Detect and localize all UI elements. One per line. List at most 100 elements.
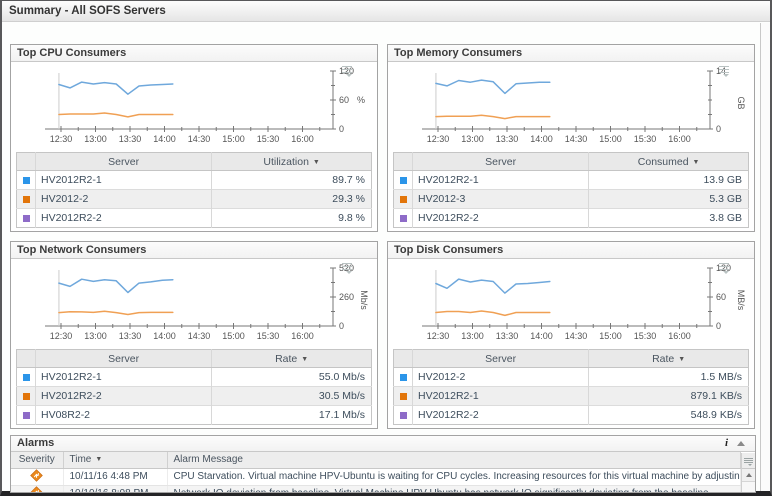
swatch-column-header [16,349,36,368]
memory-panel-title: Top Memory Consumers [388,45,754,62]
server-column-header[interactable]: Server [411,152,589,171]
server-column-header[interactable]: Server [34,349,212,368]
server-column-label: Server [108,155,140,168]
table-row[interactable]: HV2012R2-1 879.1 KB/s [393,386,749,406]
series-color-swatch [399,411,407,419]
message-column-header[interactable]: Alarm Message [167,452,741,469]
chart-options-icon[interactable] [718,262,730,274]
svg-text:0: 0 [339,124,344,134]
warning-severity-icon [30,485,44,492]
server-column-label: Server [485,155,517,168]
series-color-swatch [22,176,30,184]
svg-text:14:00: 14:00 [153,134,176,144]
table-row[interactable]: HV2012-3 5.3 GB [393,189,749,209]
metric-value: 9.8 % [211,208,372,228]
svg-text:13:30: 13:30 [119,134,142,144]
table-row[interactable]: HV2012R2-1 55.0 Mb/s [16,367,372,387]
warning-severity-icon [30,468,44,482]
menu-lines-icon [744,458,753,459]
svg-text:0: 0 [716,124,721,134]
table-row[interactable]: HV2012R2-2 3.8 GB [393,208,749,228]
utilization-column-label: Utilization [263,155,309,168]
series-color-swatch [399,373,407,381]
svg-text:60: 60 [339,95,349,105]
svg-text:13:00: 13:00 [461,134,484,144]
table-row[interactable]: HV2012R2-1 13.9 GB [393,170,749,190]
panel-top-network-consumers: Top Network Consumers 12:30 13:00 13:30 14:… [10,241,378,429]
alarm-time: 10/11/16 4:48 PM [63,468,168,486]
svg-text:14:00: 14:00 [530,331,553,341]
sort-desc-icon: ▼ [312,158,320,166]
server-column-label: Server [485,352,517,365]
server-column-header[interactable]: Server [34,152,212,171]
table-row[interactable]: HV2012R2-1 89.7 % [16,170,372,190]
table-row[interactable]: HV2012-2 29.3 % [16,189,372,209]
table-row[interactable]: HV08R2-2 17.1 Mb/s [16,405,372,425]
time-column-header[interactable]: Time ▼ [63,452,168,469]
table-row[interactable]: HV2012R2-2 9.8 % [16,208,372,228]
server-name: HV2012R2-1 [34,170,212,190]
alarm-row[interactable]: 10/11/16 4:48 PM CPU Starvation. Virtual… [11,468,741,486]
panel-top-disk-consumers: Top Disk Consumers 12:30 13:00 13:30 14:00 1… [387,241,755,429]
rate-column-header[interactable]: Rate ▼ [588,349,749,368]
server-column-label: Server [108,352,140,365]
rate-column-label: Rate [275,352,298,365]
metric-value: 1.5 MB/s [588,367,749,387]
table-row[interactable]: HV2012R2-2 30.5 Mb/s [16,386,372,406]
chart-options-icon[interactable] [341,65,353,77]
info-icon[interactable]: i [724,437,728,449]
sort-desc-icon: ▼ [301,355,309,363]
svg-text:13:30: 13:30 [496,134,519,144]
collapse-icon[interactable] [737,441,745,446]
svg-text:Mb/s: Mb/s [359,290,369,310]
disk-panel-title: Top Disk Consumers [388,242,754,259]
svg-text:14:30: 14:30 [188,331,211,341]
disk-consumers-table: Server Rate ▼ HV2012-2 1.5 MB/s HV2012R2-1… [393,349,749,425]
memory-usage-chart: 12:30 13:00 13:30 14:00 14:30 15:00 15:30 16:00… [388,62,754,150]
cpu-consumers-table: Server Utilization ▼ HV2012R2-1 89.7 % HV2… [16,152,372,228]
page-title: Summary - All SOFS Servers [2,1,770,22]
series-color-swatch [22,195,30,203]
table-row[interactable]: HV2012R2-2 548.9 KB/s [393,405,749,425]
alarm-time: 10/10/16 8:08 PM [63,485,168,492]
svg-text:260: 260 [339,292,354,302]
table-row[interactable]: HV2012-2 1.5 MB/s [393,367,749,387]
server-name: HV2012R2-2 [411,405,589,425]
alarms-scrollbar[interactable] [741,453,755,492]
cpu-panel-title: Top CPU Consumers [11,45,377,62]
cpu-usage-chart: 12:30 13:00 13:30 14:00 14:30 15:00 15:30 16:00… [11,62,377,150]
svg-text:12:30: 12:30 [427,331,450,341]
network-consumers-table: Server Rate ▼ HV2012R2-1 55.0 Mb/s HV2012R… [16,349,372,425]
svg-text:14:30: 14:30 [565,331,588,341]
severity-column-header[interactable]: Severity [11,452,64,469]
sort-desc-icon: ▼ [95,456,103,464]
disk-rate-chart: 12:30 13:00 13:30 14:00 14:30 15:00 15:30 16:00… [388,259,754,347]
svg-text:12:30: 12:30 [427,134,450,144]
server-column-header[interactable]: Server [411,349,589,368]
menu-lines-icon [342,66,352,67]
chart-options-icon[interactable] [718,65,730,77]
message-column-label: Alarm Message [173,454,243,466]
page-scrollbar[interactable] [760,23,770,491]
svg-text:12:30: 12:30 [50,331,73,341]
column-picker-icon[interactable] [742,453,755,469]
svg-text:13:00: 13:00 [84,331,107,341]
consumed-column-header[interactable]: Consumed ▼ [588,152,749,171]
utilization-column-header[interactable]: Utilization ▼ [211,152,372,171]
svg-text:16:00: 16:00 [668,331,691,341]
scroll-up-button[interactable] [742,469,755,482]
alarms-header: Alarms i [11,436,755,452]
alarm-row[interactable]: 10/10/16 8:08 PM Network IO deviation fr… [11,485,741,492]
series-color-swatch [399,392,407,400]
alarm-message: Network IO deviation from baseline. Virt… [167,485,741,492]
svg-text:15:30: 15:30 [257,134,280,144]
swatch-column-header [393,349,413,368]
chevron-down-icon [723,271,729,274]
network-rate-chart: 12:30 13:00 13:30 14:00 14:30 15:00 15:30 16:00… [11,259,377,347]
metric-value: 13.9 GB [588,170,749,190]
svg-text:MB/s: MB/s [736,290,746,311]
server-name: HV2012-2 [34,189,212,209]
chart-options-icon[interactable] [341,262,353,274]
rate-column-header[interactable]: Rate ▼ [211,349,372,368]
metric-value: 17.1 Mb/s [211,405,372,425]
